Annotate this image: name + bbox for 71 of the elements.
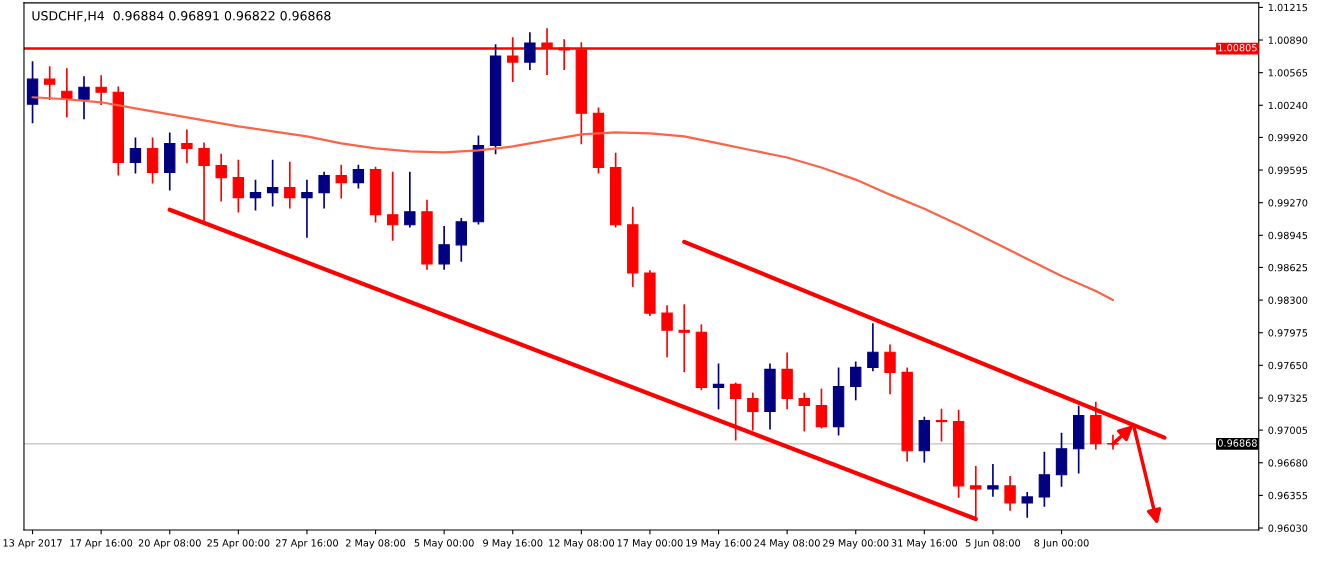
candlestick (215, 153, 227, 202)
x-tick-label: 9 May 16:00 (483, 539, 543, 549)
y-tick-label: 0.96030 (1268, 524, 1308, 532)
candlestick (678, 304, 690, 373)
candlestick (78, 76, 90, 120)
x-tick-label: 17 Apr 16:00 (70, 539, 133, 549)
x-tick-label: 17 May 00:00 (617, 539, 683, 549)
candlestick (284, 161, 296, 209)
candlestick (884, 344, 896, 395)
candlestick (798, 392, 810, 432)
y-tick-label: 0.98945 (1268, 231, 1308, 240)
candlestick (266, 159, 279, 207)
candlestick (1107, 434, 1119, 450)
candlestick (935, 408, 948, 442)
candlestick (44, 66, 56, 101)
candlestick (661, 305, 673, 358)
x-tick-label: 8 Jun 00:00 (1034, 539, 1089, 549)
y-tick-label: 1.00890 (1268, 36, 1308, 44)
x-tick-label: 20 Apr 08:00 (138, 539, 201, 549)
y-tick-label: 0.97975 (1268, 329, 1308, 337)
x-tick-label: 24 May 08:00 (754, 539, 820, 549)
ref-line-label: 1.00805 (1218, 44, 1257, 52)
candlestick (95, 75, 107, 106)
x-tick-label: 2 May 08:00 (346, 539, 406, 549)
text: USDCHF,H4 0.96884 0.96891 0.96822 0.96868 (32, 10, 331, 22)
y-tick-label: 0.96680 (1268, 459, 1308, 467)
x-tick-label: 5 May 00:00 (414, 539, 474, 549)
candlestick (455, 217, 467, 262)
candlestick (729, 382, 742, 441)
candlestick (524, 32, 536, 70)
y-tick-label: 0.97650 (1268, 361, 1308, 370)
x-tick-label: 25 Apr 00:00 (207, 539, 270, 549)
candlestick (181, 129, 193, 164)
candlestick (129, 137, 142, 174)
candlestick (386, 171, 399, 241)
candlestick (815, 388, 828, 429)
y-tick-label: 0.98300 (1268, 296, 1308, 304)
y-tick-label: 0.98625 (1268, 263, 1308, 272)
candlestick (318, 171, 330, 209)
x-tick-label: 29 May 00:00 (823, 539, 889, 549)
x-tick-label: 13 Apr 2017 (3, 539, 62, 549)
candlestick (987, 463, 999, 497)
y-tick-label: 1.00565 (1268, 69, 1308, 77)
x-tick-label: 31 May 16:00 (891, 539, 958, 549)
y-tick-label: 1.01215 (1268, 3, 1308, 12)
y-tick-label: 0.97325 (1268, 394, 1308, 402)
candlestick (438, 225, 450, 270)
candlestick (867, 323, 879, 372)
candlestick (232, 159, 245, 213)
candlestick (335, 164, 347, 199)
candlestick (747, 392, 759, 431)
candlestick (850, 361, 862, 401)
y-tick-label: 0.96355 (1268, 491, 1308, 500)
candlestick (1021, 492, 1033, 518)
candlestick (301, 179, 313, 238)
x-tick-label: 19 May 16:00 (686, 539, 752, 549)
x-tick-label: 12 May 08:00 (549, 539, 615, 549)
candlestick (1038, 451, 1051, 507)
candlestick (404, 171, 416, 228)
x-tick-label: 27 Apr 16:00 (275, 539, 338, 549)
y-tick-label: 1.00240 (1268, 101, 1308, 110)
candlestick (352, 164, 365, 189)
y-tick-label: 0.99595 (1268, 166, 1308, 174)
y-tick-label: 0.99270 (1268, 199, 1308, 207)
candlestick (1004, 475, 1016, 511)
candlestick (249, 179, 262, 211)
y-tick-label: 0.97005 (1268, 426, 1308, 434)
x-tick-label: 5 Jun 08:00 (965, 539, 1021, 549)
candlestick (712, 363, 725, 410)
ref-line-label: 0.96868 (1217, 439, 1257, 447)
y-tick-label: 0.99920 (1268, 133, 1308, 142)
